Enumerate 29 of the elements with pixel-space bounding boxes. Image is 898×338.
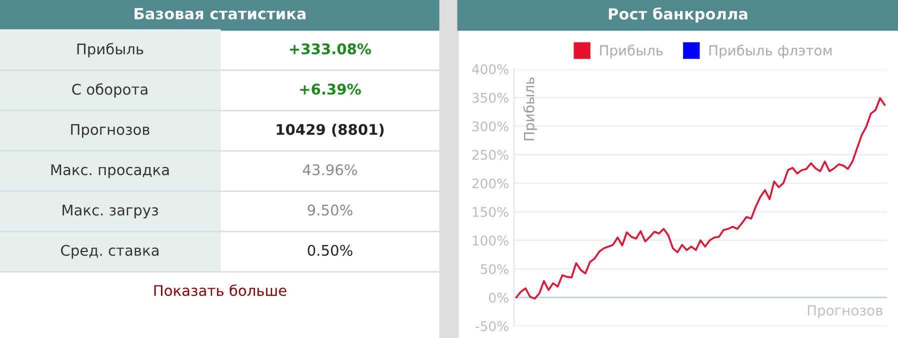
text: Базовая статистика bbox=[134, 8, 306, 20]
text: Макс. просадка bbox=[51, 164, 169, 178]
x-axis-title: Прогнозов bbox=[808, 305, 882, 318]
text: 9.50% bbox=[308, 204, 352, 216]
y-tick-label: 200% bbox=[472, 178, 508, 188]
legend-label: Прибыль bbox=[600, 44, 663, 58]
text: Показать больше bbox=[154, 284, 286, 296]
y-tick-label: -50% bbox=[476, 321, 508, 332]
text: С оборота bbox=[72, 83, 148, 98]
text: Прогнозов bbox=[71, 124, 150, 138]
y-tick-label: 0% bbox=[489, 292, 508, 303]
text: Макс. загруз bbox=[62, 204, 158, 218]
y-tick-label: 300% bbox=[472, 121, 508, 132]
text: 43.96% bbox=[302, 164, 357, 176]
chart-title: Рост банкролла bbox=[608, 7, 748, 23]
legend-label: Прибыль флэтом bbox=[709, 44, 832, 58]
text: Прибыль bbox=[77, 42, 144, 58]
text: 10429 (8801) bbox=[276, 124, 384, 137]
y-tick-label: 150% bbox=[472, 207, 508, 217]
y-tick-label: 250% bbox=[472, 150, 508, 160]
y-tick-label: 400% bbox=[472, 64, 508, 74]
text: 0.50% bbox=[308, 244, 352, 256]
text: +6.39% bbox=[300, 84, 361, 95]
y-axis-title: Прибыль bbox=[523, 78, 538, 140]
y-tick-label: 350% bbox=[472, 92, 508, 103]
text: Сред. ставка bbox=[61, 244, 158, 259]
y-tick-label: 50% bbox=[480, 264, 508, 274]
text: +333.08% bbox=[290, 43, 372, 54]
y-tick-label: 100% bbox=[472, 236, 508, 246]
